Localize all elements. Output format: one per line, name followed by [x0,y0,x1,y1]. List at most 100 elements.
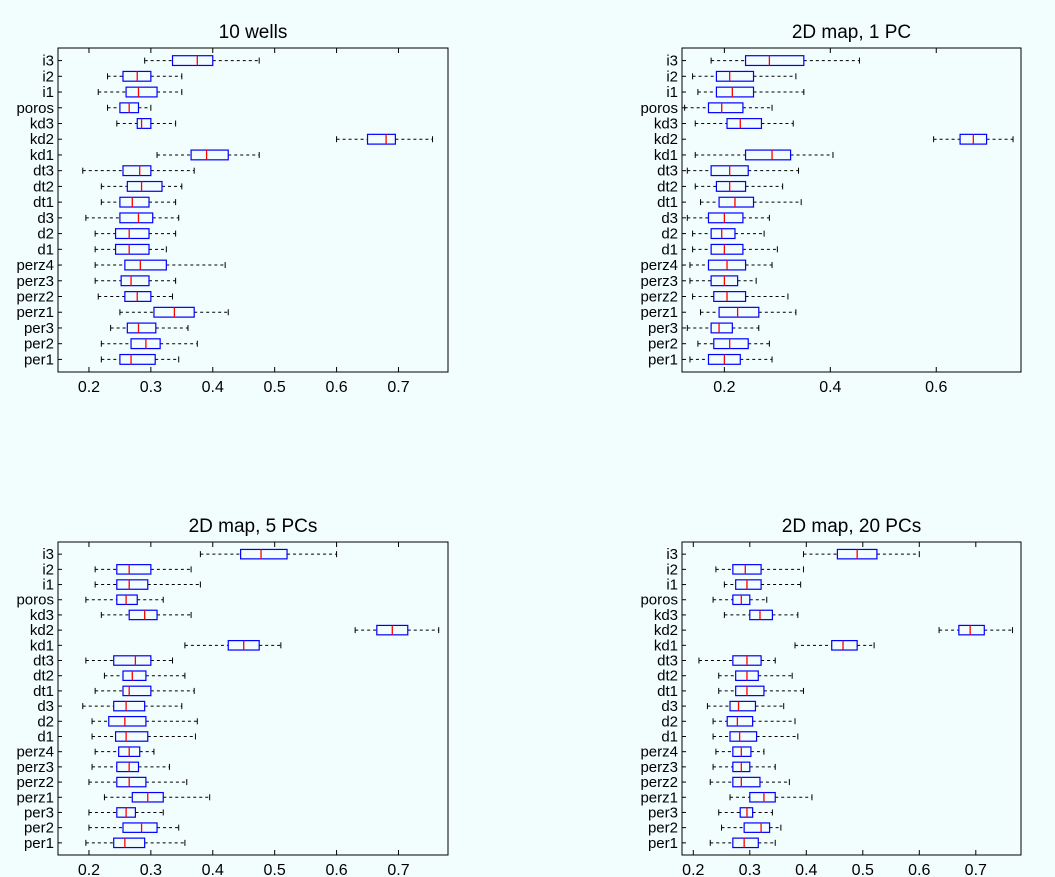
box-perz1: perz1 [640,789,813,806]
chart-title: 2D map, 1 PC [792,22,911,43]
box-i1: i1 [42,577,201,594]
box-dt1: dt1 [33,194,177,211]
box-kd3: kd3 [654,607,799,624]
box-per3: per3 [24,804,164,821]
box-kd2: kd2 [30,131,434,148]
y-tick-label: d2 [37,226,54,243]
x-tick-label: 0.5 [264,379,286,396]
y-tick-label: d1 [661,241,678,258]
box-perz3: perz3 [16,759,170,776]
box-iqr [126,322,157,334]
box-per2: per2 [24,820,180,837]
box-poros: poros [16,100,152,117]
box-iqr [715,70,755,82]
box-perz3: perz3 [16,273,177,290]
y-tick-label: poros [640,592,678,609]
box-d3: d3 [37,210,180,227]
box-iqr [108,715,147,727]
y-tick-label: perz3 [640,273,678,290]
box-iqr [114,243,150,255]
y-tick-label: dt1 [657,683,678,700]
y-tick-label: dt3 [657,163,678,180]
box-perz4: perz4 [640,744,765,761]
y-tick-label: kd3 [30,115,54,132]
box-dt2: dt2 [657,178,784,195]
y-tick-label: i3 [666,53,678,70]
y-tick-label: kd3 [654,607,678,624]
box-kd1: kd1 [30,637,282,654]
x-tick-label: 0.3 [739,862,761,877]
y-tick-label: perz4 [640,744,678,761]
y-tick-label: per1 [24,351,54,368]
box-iqr [713,291,747,302]
x-tick-label: 0.4 [202,862,224,877]
y-tick-label: perz2 [16,289,54,306]
y-tick-label: d3 [661,698,678,715]
box-iqr [366,133,396,145]
y-tick-label: per1 [648,351,678,368]
y-tick-label: perz3 [16,759,54,776]
box-d2: d2 [37,226,177,243]
box-per1: per1 [648,835,776,852]
box-kd2: kd2 [654,131,1014,148]
box-perz3: perz3 [640,273,757,290]
box-i2: i2 [42,561,192,578]
x-tick-label: 0.4 [795,862,817,877]
y-tick-label: i1 [42,84,54,101]
box-per1: per1 [648,351,773,368]
axes-frame [57,541,449,856]
box-iqr [743,822,771,833]
y-tick-label: dt3 [33,163,54,180]
y-tick-label: i1 [666,577,678,594]
box-per3: per3 [24,320,189,337]
box-per3: per3 [648,804,773,821]
y-tick-label: poros [16,100,54,117]
box-per1: per1 [24,835,186,852]
chart-title: 2D map, 20 PCs [782,516,921,537]
box-iqr [190,149,229,161]
box-d1: d1 [37,241,167,258]
y-tick-label: kd2 [30,131,54,148]
y-tick-label: i2 [42,561,54,578]
y-tick-label: per2 [24,820,54,837]
y-tick-label: per3 [24,320,54,337]
box-iqr [114,731,149,742]
y-tick-label: dt2 [657,178,678,195]
box-i1: i1 [666,84,805,101]
y-tick-label: i3 [42,546,54,563]
box-perz1: perz1 [16,789,211,806]
box-per1: per1 [24,351,180,368]
y-tick-label: perz1 [640,304,678,321]
box-iqr [126,180,163,192]
box-iqr [732,837,759,849]
box-d3: d3 [661,698,785,715]
box-d3: d3 [37,698,183,715]
y-tick-label: perz3 [640,759,678,776]
box-per2: per2 [24,336,198,353]
box-dt3: dt3 [33,163,195,180]
box-iqr [122,685,152,697]
box-dt1: dt1 [657,683,804,700]
box-iqr [113,837,146,849]
y-tick-label: perz3 [16,273,54,290]
y-tick-label: per1 [648,835,678,852]
box-per2: per2 [648,336,770,353]
box-dt2: dt2 [33,178,183,195]
y-tick-label: dt1 [657,194,678,211]
y-tick-label: per3 [648,804,678,821]
box-iqr [715,86,755,98]
boxplot-panel-2: 2D map, 1 PC 0.2 0.4 0.6 i3i2i1poroskd3kd2kd… [640,22,1022,396]
box-iqr [744,55,805,67]
y-tick-label: kd1 [30,637,54,654]
y-tick-label: kd3 [654,115,678,132]
y-tick-label: kd1 [30,147,54,164]
y-tick-label: i2 [666,68,678,85]
box-iqr [122,822,158,833]
box-iqr [726,715,754,727]
box-i3: i3 [42,546,338,563]
y-tick-label: kd3 [30,607,54,624]
box-perz2: perz2 [16,774,188,791]
box-iqr [729,731,758,742]
chart-title: 2D map, 5 PCs [189,516,318,537]
box-iqr [749,791,776,803]
